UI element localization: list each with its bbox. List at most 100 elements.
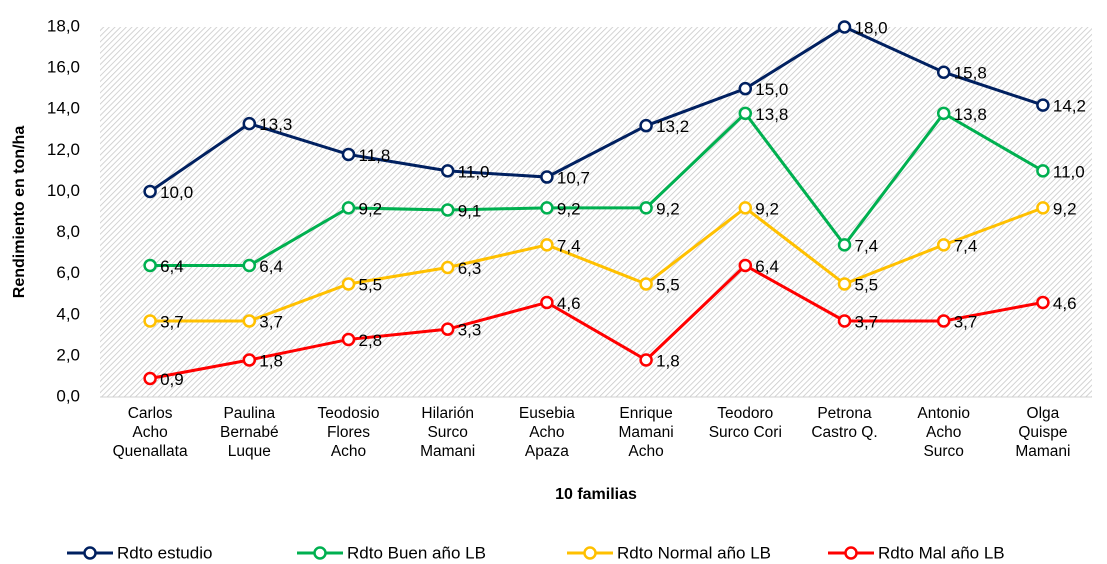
point (837, 238, 852, 252)
x-tick-label: Olga Quispe Mamani (1015, 405, 1071, 460)
data-label: 7,4 (557, 236, 581, 255)
data-label: 3,7 (160, 312, 184, 331)
point (341, 332, 356, 347)
y-tick-label: 4,0 (56, 304, 80, 323)
x-tick-label: Antonio Acho Surco (917, 405, 970, 460)
point (936, 106, 951, 121)
point (738, 201, 753, 215)
point (1036, 164, 1050, 178)
data-label: 3,7 (259, 312, 283, 331)
point (143, 184, 157, 199)
legend-marker (83, 546, 97, 560)
plot-area (100, 27, 1092, 397)
data-label: 9,2 (359, 199, 383, 218)
point (936, 238, 951, 252)
point (738, 81, 753, 96)
legend-marker (583, 546, 597, 560)
data-label: 11,0 (1053, 162, 1085, 181)
x-tick-label: Teodosio Flores Acho (317, 405, 380, 460)
data-label: 7,4 (954, 236, 978, 255)
x-tick-label: Enrique Mamani Acho (618, 405, 674, 460)
legend-label: Rdto Buen año LB (347, 543, 486, 562)
legend-marker (313, 546, 327, 560)
point (639, 353, 653, 367)
point (440, 322, 455, 336)
data-label: 9,2 (656, 199, 680, 218)
data-label: 11,8 (359, 146, 391, 165)
data-label: 9,2 (1053, 199, 1077, 218)
point (242, 258, 257, 273)
data-label: 6,4 (259, 257, 283, 276)
legend-marker (844, 546, 858, 560)
y-tick-label: 18,0 (47, 16, 80, 35)
y-axis-title: Rendimiento en ton/ha (11, 126, 28, 299)
data-label: 5,5 (656, 275, 680, 294)
x-tick-label: Teodoro Surco Cori (708, 405, 782, 441)
point (143, 258, 157, 273)
y-tick-label: 12,0 (47, 140, 80, 159)
data-label: 13,8 (755, 105, 788, 124)
y-tick-label: 6,0 (56, 263, 80, 282)
data-label: 1,8 (259, 351, 283, 370)
legend-label: Rdto Normal año LB (617, 543, 771, 562)
data-label: 13,2 (656, 117, 689, 136)
data-label: 15,0 (755, 80, 788, 99)
data-label: 2,8 (359, 331, 383, 350)
y-tick-label: 10,0 (47, 181, 80, 200)
point (1036, 98, 1050, 112)
point (540, 201, 554, 215)
data-label: 6,4 (755, 257, 779, 276)
y-tick-label: 16,0 (47, 58, 80, 77)
x-tick-label: Eusebia Acho Apaza (518, 405, 575, 460)
x-tick-label: Paulina Bernabé Luque (219, 405, 279, 460)
point (143, 314, 157, 328)
point (639, 277, 653, 291)
point (936, 65, 951, 79)
data-label: 9,2 (557, 199, 581, 218)
point (440, 260, 455, 275)
data-label: 5,5 (359, 275, 383, 294)
data-label: 14,2 (1053, 97, 1086, 116)
data-label: 15,8 (954, 64, 987, 83)
point (540, 295, 554, 310)
data-label: 18,0 (855, 18, 888, 37)
data-label: 11,0 (458, 162, 490, 181)
point (1036, 201, 1050, 215)
data-label: 5,5 (855, 275, 879, 294)
point (738, 106, 753, 121)
x-axis-title: 10 familias (555, 486, 637, 503)
data-label: 1,8 (656, 351, 680, 370)
point (1036, 295, 1050, 310)
y-tick-label: 0,0 (56, 386, 80, 405)
point (242, 116, 257, 131)
point (440, 164, 455, 178)
data-label: 13,8 (954, 105, 987, 124)
point (440, 203, 455, 217)
point (837, 277, 852, 291)
point (837, 20, 852, 34)
point (242, 314, 257, 328)
data-label: 7,4 (855, 236, 879, 255)
point (639, 201, 653, 215)
series-line (149, 263, 1044, 380)
data-label: 9,2 (755, 199, 779, 218)
y-tick-label: 14,0 (47, 99, 80, 118)
point (143, 371, 157, 386)
data-label: 4,6 (557, 294, 581, 313)
series-line (149, 25, 1044, 193)
y-tick-label: 8,0 (56, 222, 80, 241)
series-line (150, 111, 1044, 267)
x-tick-label: Petrona Castro Q. (811, 405, 878, 441)
x-tick-label: Carlos Acho Quenallata (112, 405, 188, 460)
data-label: 3,7 (855, 312, 879, 331)
point (341, 147, 356, 162)
x-tick-label: Hilarión Surco Mamani (420, 405, 476, 460)
data-label: 4,6 (1053, 294, 1077, 313)
data-label: 6,4 (160, 257, 184, 276)
point (242, 353, 257, 367)
point (837, 314, 852, 328)
data-label: 10,0 (160, 183, 193, 202)
point (540, 238, 554, 252)
